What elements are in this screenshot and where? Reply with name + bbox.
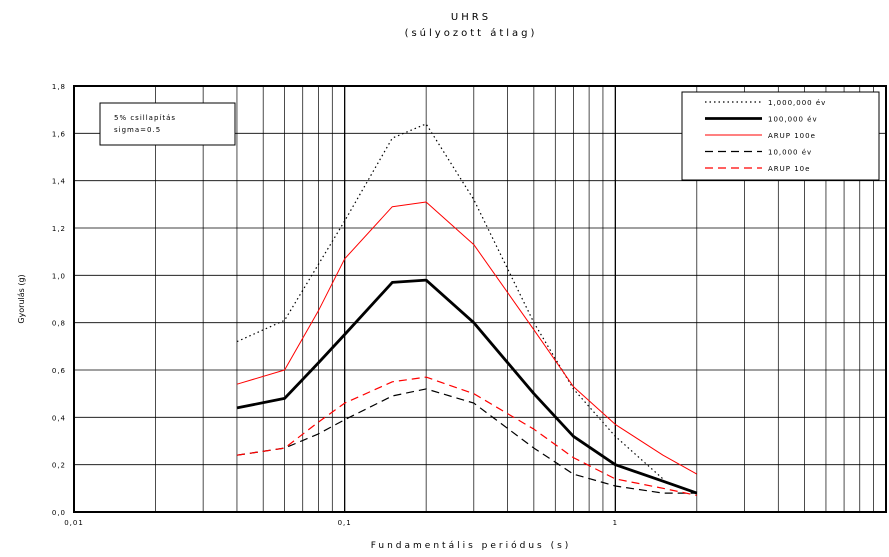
annotation-box: 5% csillapítás sigma=0.5	[99, 102, 236, 146]
series-lines	[236, 123, 698, 496]
y-tick-label: 0,8	[52, 320, 66, 328]
y-tick-label: 0,4	[52, 414, 66, 422]
series-line-0	[236, 123, 664, 480]
x-tick-label: 0,1	[338, 519, 352, 527]
series-line-4	[236, 376, 697, 496]
y-tick-label: 1,4	[52, 178, 66, 186]
plot-frame	[73, 85, 887, 513]
x-tick-label: 0,01	[64, 519, 84, 527]
annotation-damping: 5% csillapítás	[114, 114, 176, 122]
y-tick-label: 1,0	[52, 272, 66, 280]
y-tick-label: 1,8	[52, 83, 66, 91]
series-line-3	[236, 388, 697, 494]
legend-label-2: ARUP 100e	[768, 132, 816, 140]
y-tick-label: 0,0	[52, 509, 66, 517]
legend-label-4: ARUP 10e	[768, 165, 810, 173]
legend-label-0: 1,000,000 év	[768, 99, 826, 107]
series-line-1	[236, 278, 698, 495]
y-tick-label: 1,6	[52, 130, 66, 138]
annotation-frame	[99, 102, 236, 146]
x-tick-labels: 0,01 0,1 1	[64, 519, 618, 527]
y-tick-label: 0,6	[52, 367, 66, 375]
legend: 1,000,000 év 100,000 év ARUP 100e 10,000 év…	[681, 91, 880, 181]
x-axis-label: Fundamentális periódus (s)	[371, 540, 572, 551]
y-tick-label: 1,2	[52, 225, 66, 233]
y-tick-labels: 0,0 0,2 0,4 0,6 0,8 1,0 1,2 1,4 1,6 1,8	[52, 83, 66, 517]
chart-subtitle: (súlyozott átlag)	[405, 27, 538, 39]
legend-label-3: 10,000 év	[768, 149, 812, 157]
chart-title: UHRS	[451, 12, 491, 23]
legend-label-1: 100,000 év	[768, 116, 818, 124]
y-axis-label: Gyorulás (g)	[17, 274, 26, 323]
annotation-sigma: sigma=0.5	[114, 126, 161, 134]
series-line-2	[236, 201, 698, 475]
legend-frame	[681, 91, 880, 181]
x-tick-label: 1	[613, 519, 618, 527]
y-tick-label: 0,2	[52, 462, 66, 470]
